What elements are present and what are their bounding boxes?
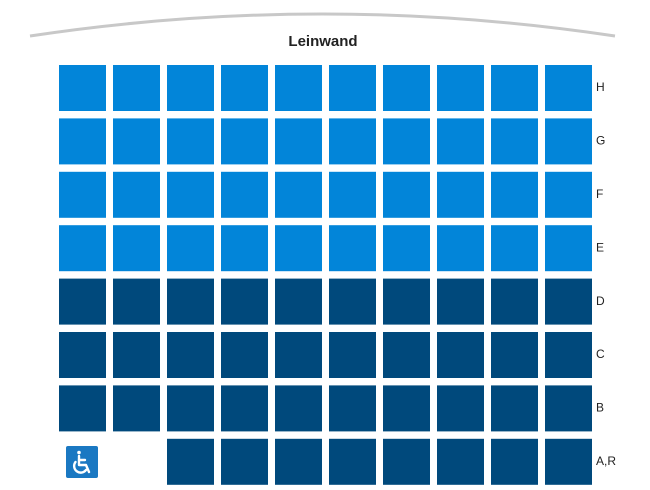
- seat[interactable]: [59, 171, 106, 218]
- row-label: A,R: [596, 454, 616, 468]
- seat[interactable]: [491, 118, 538, 165]
- seat[interactable]: [59, 65, 106, 111]
- seat[interactable]: [491, 385, 538, 432]
- seat[interactable]: [59, 225, 106, 272]
- seat[interactable]: [221, 278, 268, 325]
- seat[interactable]: [383, 65, 430, 111]
- seat[interactable]: [329, 332, 376, 378]
- seat[interactable]: [221, 438, 268, 485]
- seat[interactable]: [113, 118, 160, 165]
- seat[interactable]: [167, 385, 214, 432]
- seat[interactable]: [113, 171, 160, 218]
- seat[interactable]: [545, 385, 592, 432]
- seat[interactable]: [545, 171, 592, 218]
- seat[interactable]: [59, 385, 106, 432]
- seat[interactable]: [275, 171, 322, 218]
- seat[interactable]: [167, 332, 214, 378]
- seat[interactable]: [437, 438, 484, 485]
- row-label: H: [596, 80, 605, 94]
- seat[interactable]: [437, 65, 484, 111]
- seat[interactable]: [59, 118, 106, 165]
- seat[interactable]: [437, 385, 484, 432]
- row-label: B: [596, 401, 604, 415]
- seat[interactable]: [545, 278, 592, 325]
- seat[interactable]: [167, 438, 214, 485]
- seat[interactable]: [275, 278, 322, 325]
- seat[interactable]: [275, 65, 322, 111]
- seat[interactable]: [491, 225, 538, 272]
- seat[interactable]: [167, 65, 214, 111]
- seat[interactable]: [383, 118, 430, 165]
- seat[interactable]: [383, 171, 430, 218]
- wheelchair-seat[interactable]: [66, 446, 98, 478]
- seat[interactable]: [491, 171, 538, 218]
- seat[interactable]: [383, 385, 430, 432]
- seat[interactable]: [113, 385, 160, 432]
- seat[interactable]: [59, 332, 106, 378]
- seat[interactable]: [437, 332, 484, 378]
- seat[interactable]: [545, 225, 592, 272]
- seat[interactable]: [329, 278, 376, 325]
- seat[interactable]: [329, 385, 376, 432]
- row-label: D: [596, 294, 605, 308]
- seat[interactable]: [437, 171, 484, 218]
- seat[interactable]: [545, 118, 592, 165]
- seat[interactable]: [491, 65, 538, 111]
- seat[interactable]: [221, 118, 268, 165]
- seat[interactable]: [437, 278, 484, 325]
- seat[interactable]: [437, 118, 484, 165]
- seat[interactable]: [329, 438, 376, 485]
- wheelchair-icon: [72, 450, 91, 474]
- seat[interactable]: [275, 438, 322, 485]
- screen-label: Leinwand: [288, 33, 357, 50]
- seat[interactable]: [275, 225, 322, 272]
- seat[interactable]: [329, 65, 376, 111]
- seat[interactable]: [329, 171, 376, 218]
- seat[interactable]: [329, 118, 376, 165]
- seat[interactable]: [383, 225, 430, 272]
- seat[interactable]: [545, 332, 592, 378]
- seat[interactable]: [545, 65, 592, 111]
- seat[interactable]: [491, 438, 538, 485]
- seat[interactable]: [113, 278, 160, 325]
- seat[interactable]: [221, 171, 268, 218]
- seat[interactable]: [491, 332, 538, 378]
- seat[interactable]: [113, 65, 160, 111]
- row-label: G: [596, 134, 605, 148]
- seat[interactable]: [113, 225, 160, 272]
- seat[interactable]: [383, 278, 430, 325]
- seat[interactable]: [491, 278, 538, 325]
- seat[interactable]: [383, 332, 430, 378]
- seat[interactable]: [59, 278, 106, 325]
- seat[interactable]: [437, 225, 484, 272]
- seat[interactable]: [275, 118, 322, 165]
- seat[interactable]: [167, 171, 214, 218]
- seat[interactable]: [383, 438, 430, 485]
- seat[interactable]: [275, 332, 322, 378]
- seat[interactable]: [221, 225, 268, 272]
- seat[interactable]: [329, 225, 376, 272]
- row-label: E: [596, 240, 604, 254]
- wheelchair-seat-bg[interactable]: [66, 446, 98, 478]
- seat[interactable]: [113, 332, 160, 378]
- row-label: C: [596, 347, 605, 361]
- seat[interactable]: [221, 65, 268, 111]
- seat[interactable]: [545, 438, 592, 485]
- seat[interactable]: [167, 118, 214, 165]
- row-label: F: [596, 187, 603, 201]
- screen-arc: [29, 12, 616, 38]
- seat[interactable]: [221, 385, 268, 432]
- seat[interactable]: [221, 332, 268, 378]
- seat[interactable]: [275, 385, 322, 432]
- seat[interactable]: [167, 225, 214, 272]
- seat[interactable]: [167, 278, 214, 325]
